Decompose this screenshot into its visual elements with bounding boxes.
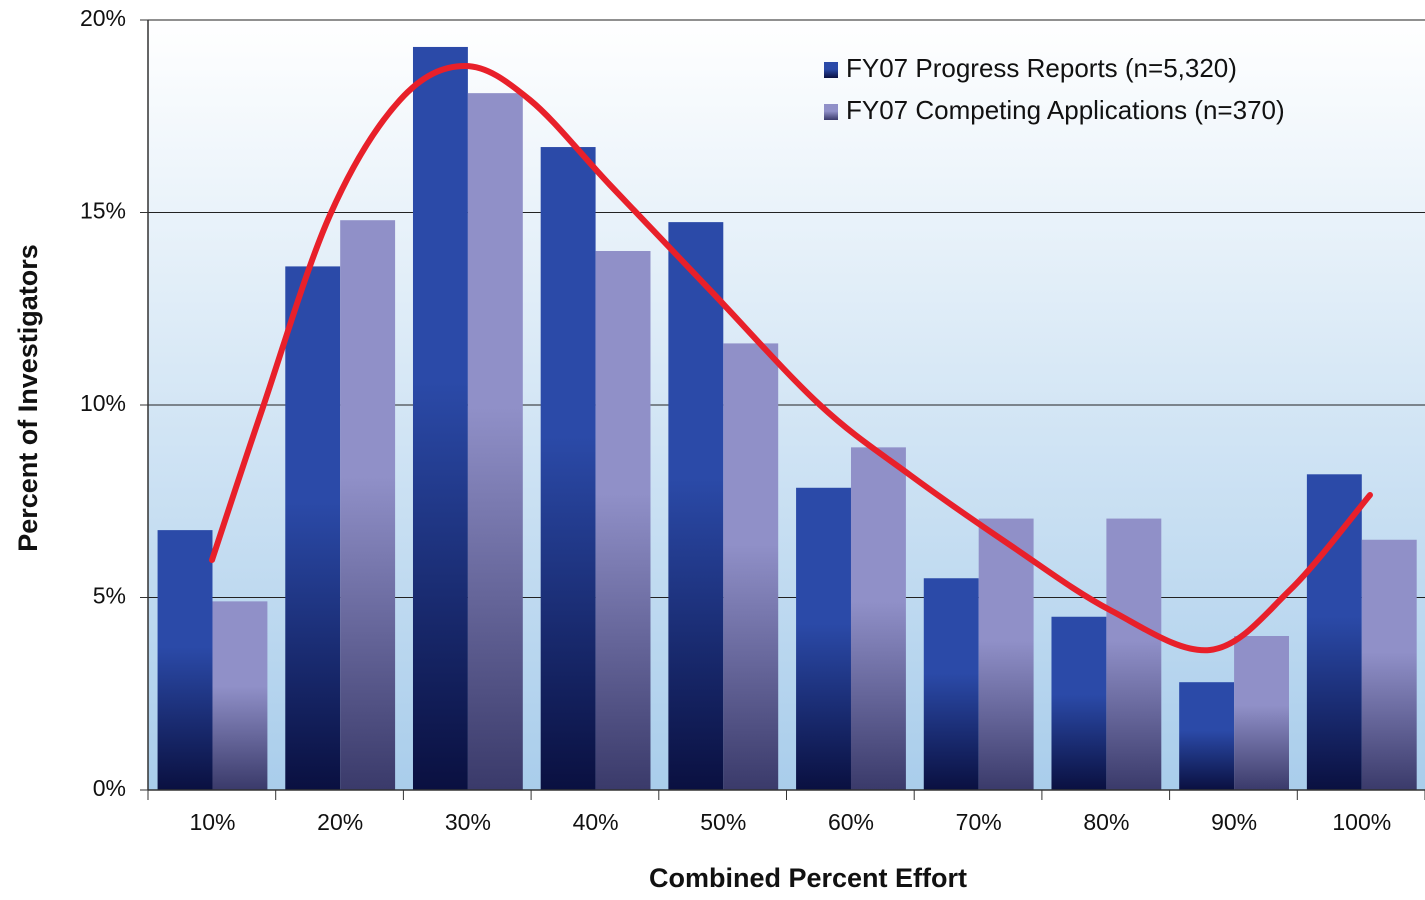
bar bbox=[412, 46, 468, 790]
bar bbox=[923, 578, 979, 790]
y-tick-label: 5% bbox=[93, 583, 126, 609]
bar bbox=[595, 251, 651, 790]
x-tick-label: 60% bbox=[828, 809, 874, 835]
bar bbox=[1361, 539, 1417, 790]
bar bbox=[467, 93, 523, 790]
y-axis-label: Percent of Investigators bbox=[13, 244, 43, 552]
legend-label: FY07 Competing Applications (n=370) bbox=[846, 95, 1285, 125]
x-axis-label: Combined Percent Effort bbox=[649, 863, 967, 893]
bar bbox=[1051, 616, 1107, 790]
bar bbox=[1179, 682, 1235, 790]
trend-curve bbox=[209, 62, 1373, 654]
y-tick-label: 15% bbox=[80, 198, 126, 224]
bar bbox=[668, 222, 724, 790]
bar bbox=[285, 266, 341, 790]
x-tick-label: 20% bbox=[317, 809, 363, 835]
x-tick-label: 70% bbox=[956, 809, 1002, 835]
x-tick-label: 50% bbox=[700, 809, 746, 835]
bar bbox=[850, 447, 906, 790]
x-tick-label: 30% bbox=[445, 809, 491, 835]
bar bbox=[1234, 636, 1289, 790]
bar bbox=[978, 518, 1034, 790]
x-tick-label: 40% bbox=[573, 809, 619, 835]
bar bbox=[1306, 474, 1362, 790]
bar bbox=[1106, 518, 1162, 790]
bar bbox=[723, 343, 779, 790]
x-tick-label: 90% bbox=[1211, 809, 1257, 835]
bar bbox=[540, 147, 596, 791]
legend-swatch bbox=[824, 62, 838, 78]
bar bbox=[796, 487, 851, 790]
legend-label: FY07 Progress Reports (n=5,320) bbox=[846, 53, 1237, 83]
x-tick-label: 100% bbox=[1332, 809, 1391, 835]
bar bbox=[340, 220, 396, 790]
legend-swatch bbox=[824, 104, 838, 120]
bar bbox=[157, 530, 213, 790]
x-tick-label: 80% bbox=[1083, 809, 1129, 835]
bar bbox=[212, 601, 268, 790]
x-tick-label: 10% bbox=[189, 809, 235, 835]
y-tick-label: 0% bbox=[93, 775, 126, 801]
y-tick-label: 10% bbox=[80, 390, 126, 416]
y-tick-label: 20% bbox=[80, 5, 126, 31]
